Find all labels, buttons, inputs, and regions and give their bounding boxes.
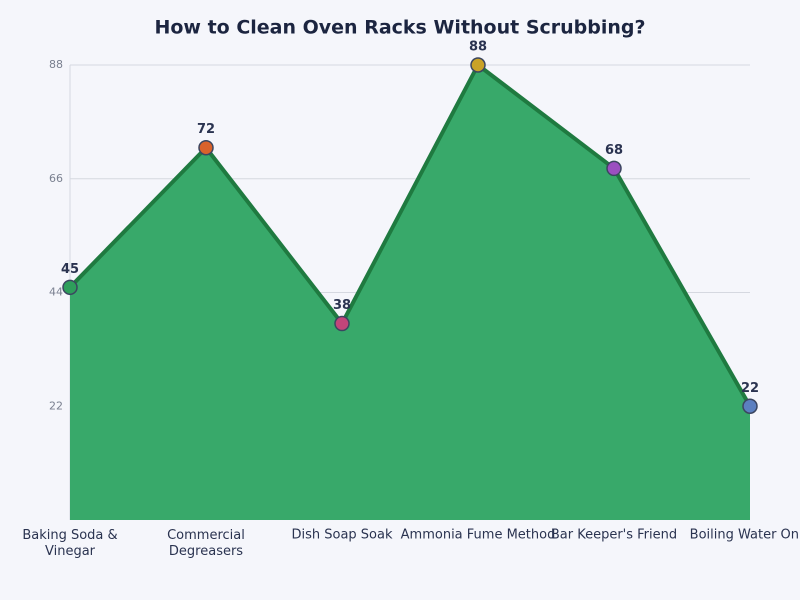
- y-tick-label: 22: [49, 399, 63, 412]
- x-tick-label: Baking Soda & Vinegar: [22, 528, 117, 559]
- data-label: 68: [605, 143, 623, 158]
- y-tick-label: 44: [49, 286, 63, 299]
- data-label: 72: [197, 122, 215, 137]
- data-point: [198, 139, 214, 156]
- data-point: [62, 279, 78, 296]
- data-point: [606, 160, 622, 177]
- x-tick-label: Dish Soap Soak: [291, 528, 392, 543]
- area: [70, 65, 750, 520]
- data-point: [742, 398, 758, 414]
- x-tick-label: Commercial Degreasers: [167, 528, 245, 559]
- y-tick-label: 88: [49, 58, 63, 71]
- line: [68, 63, 752, 408]
- chart-title: How to Clean Oven Racks Without Scrubbin…: [154, 17, 645, 39]
- x-tick-label: Ammonia Fume Method: [401, 528, 556, 543]
- data-label: 45: [61, 262, 79, 277]
- data-label: 38: [333, 298, 351, 313]
- x-tick-label: Bar Keeper's Friend: [551, 528, 677, 543]
- data-label: 22: [741, 381, 759, 396]
- data-point: [470, 57, 486, 73]
- y-tick-label: 66: [49, 172, 63, 185]
- x-tick-label: Boiling Water Only: [690, 528, 800, 543]
- data-point: [334, 315, 350, 332]
- data-label: 88: [469, 40, 487, 55]
